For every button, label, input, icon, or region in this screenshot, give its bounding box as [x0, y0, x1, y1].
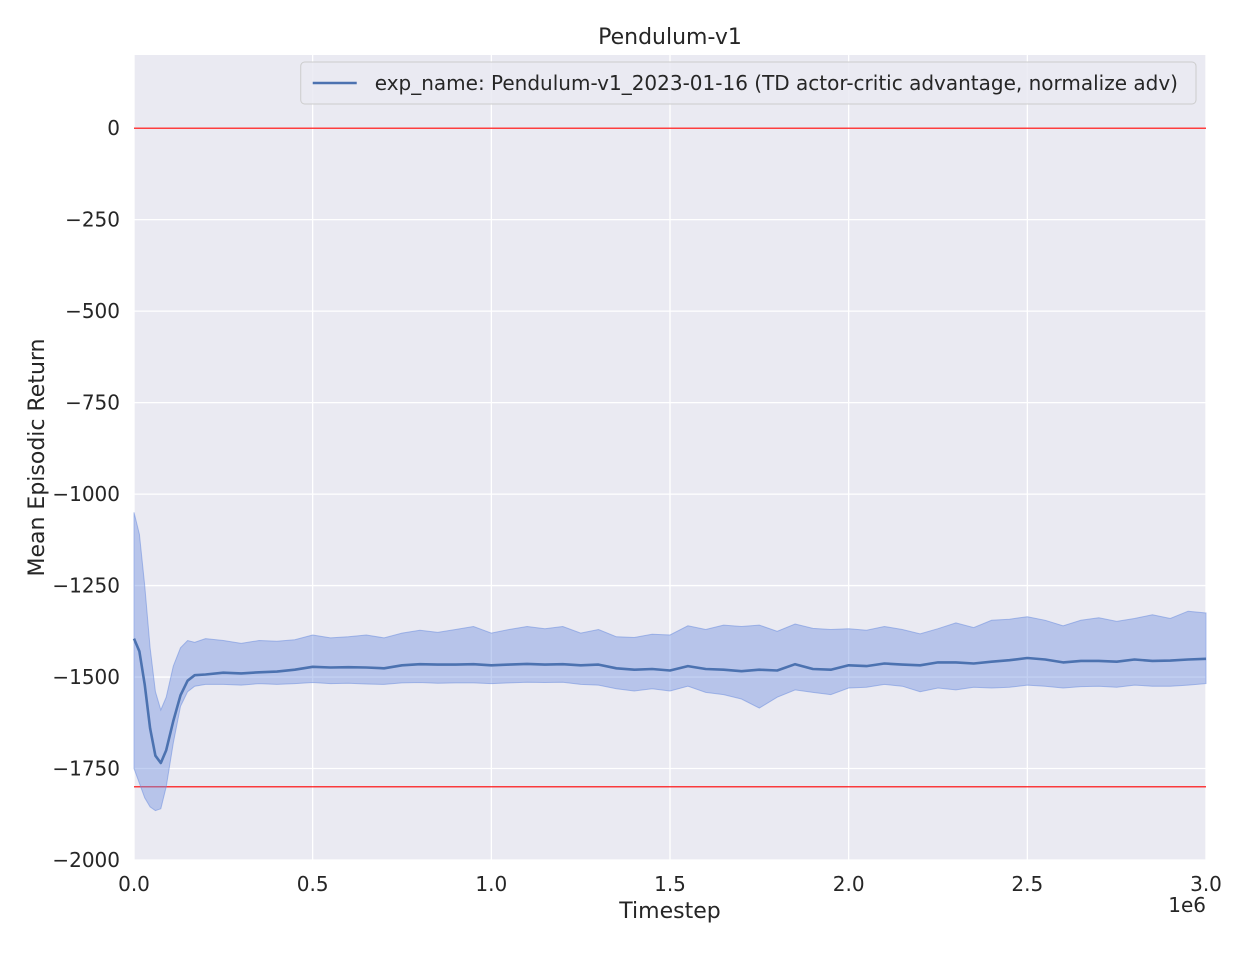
y-tick-label: −1500: [52, 665, 120, 689]
y-tick-label: −750: [65, 391, 120, 415]
x-axis-label: Timestep: [618, 899, 720, 924]
x-tick-label: 2.5: [1011, 872, 1043, 896]
mean-return-line: [132, 638, 1207, 765]
legend-label: exp_name: Pendulum-v1_2023-01-16 (TD act…: [375, 71, 1178, 95]
y-tick-label: −500: [65, 299, 120, 323]
x-tick-label: 3.0: [1190, 872, 1222, 896]
tick-labels: 0.0 0.5 1.0 1.5 2.0 2.5 3.0 0 −250 −500 −750 −1000 −…: [52, 116, 1222, 896]
series-layer: [132, 512, 1207, 812]
y-tick-label: −2000: [52, 848, 120, 872]
x-tick-label: 0.0: [118, 872, 150, 896]
legend-box: [300, 61, 1197, 105]
y-tick-label: −1000: [52, 482, 120, 506]
y-axis-label: Mean Episodic Return: [25, 338, 50, 576]
y-tick-label: 0: [107, 116, 120, 140]
x-axis-offset-label: 1e6: [1168, 893, 1206, 917]
chart-title: Pendulum-v1: [598, 25, 742, 50]
x-tick-label: 1.0: [475, 872, 507, 896]
legend: exp_name: Pendulum-v1_2023-01-16 (TD act…: [300, 61, 1197, 105]
y-tick-label: −1750: [52, 757, 120, 781]
y-tick-label: −1250: [52, 574, 120, 598]
y-tick-label: −250: [65, 208, 120, 232]
x-tick-label: 0.5: [297, 872, 329, 896]
x-tick-label: 1.5: [654, 872, 686, 896]
reference-lines: [134, 127, 1206, 788]
x-tick-label: 2.0: [833, 872, 865, 896]
confidence-band: [133, 512, 1207, 812]
